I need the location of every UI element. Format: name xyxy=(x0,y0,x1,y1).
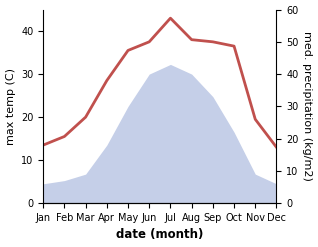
Y-axis label: max temp (C): max temp (C) xyxy=(5,68,16,145)
Y-axis label: med. precipitation (kg/m2): med. precipitation (kg/m2) xyxy=(302,31,313,181)
X-axis label: date (month): date (month) xyxy=(116,228,204,242)
